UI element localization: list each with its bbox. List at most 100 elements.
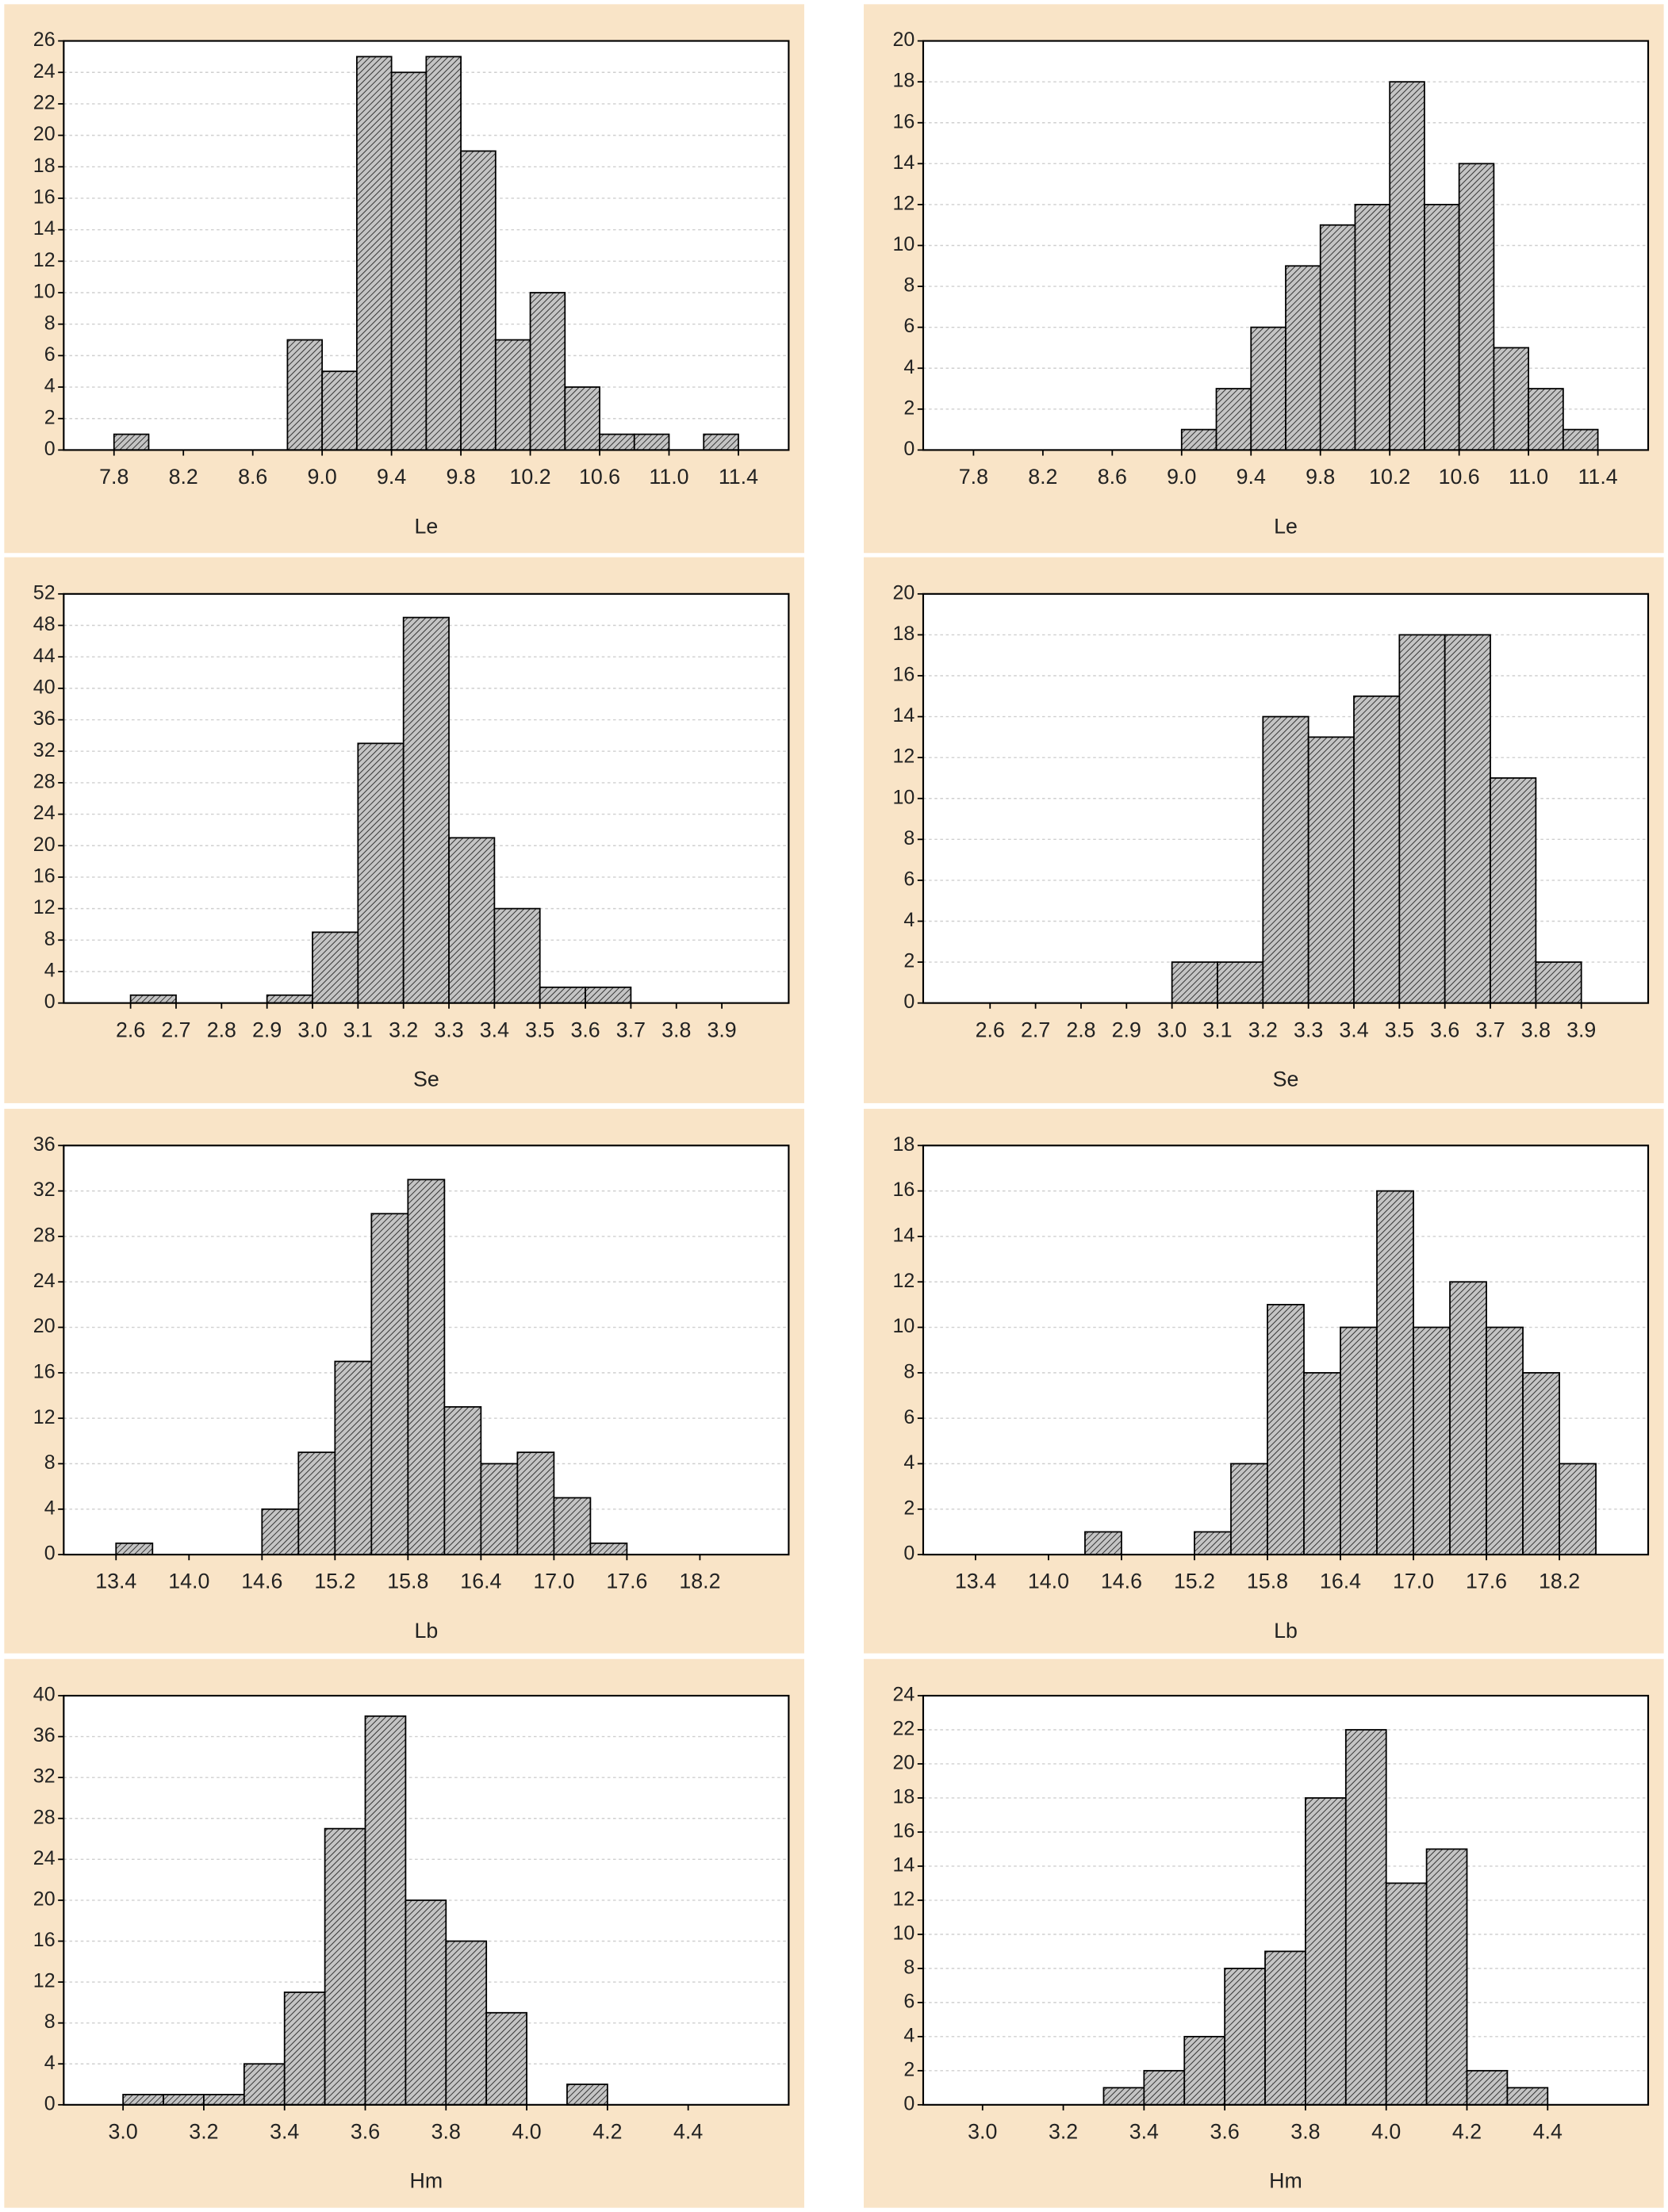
x-tick-label: 15.2 — [314, 1570, 355, 1593]
bar — [1493, 347, 1530, 451]
y-tick-label: 0 — [903, 991, 915, 1013]
x-tick-label: 14.0 — [1028, 1570, 1069, 1593]
bar — [1217, 961, 1264, 1004]
bar — [1559, 1463, 1597, 1556]
x-tick-label: 8.2 — [169, 465, 198, 489]
x-tick-label: 18.2 — [1539, 1570, 1580, 1593]
x-axis-label: Lb — [1274, 1619, 1298, 1643]
x-tick-label: 3.7 — [1475, 1018, 1505, 1041]
x-tick-label: 3.4 — [480, 1018, 509, 1041]
bar — [261, 1508, 300, 1556]
x-tick-label: 3.6 — [351, 2119, 380, 2143]
x-tick-label: 11.4 — [719, 465, 758, 489]
y-tick-label: 44 — [33, 645, 56, 667]
y-tick-label: 22 — [33, 92, 56, 114]
bar — [266, 994, 313, 1004]
x-tick-label: 4.2 — [592, 2119, 622, 2143]
bar — [122, 2094, 164, 2106]
y-tick-label: 24 — [33, 60, 56, 82]
x-tick-label: 3.4 — [270, 2119, 299, 2143]
bar — [460, 150, 497, 451]
y-tick-label: 4 — [903, 2024, 915, 2046]
plot-frame — [63, 1694, 790, 2106]
y-tick-label: 10 — [33, 281, 56, 303]
y-tick-label: 12 — [33, 896, 56, 918]
x-tick-label: 10.6 — [1439, 465, 1480, 489]
y-tick-label: 16 — [892, 110, 915, 132]
bar — [203, 2094, 245, 2106]
y-tick-label: 40 — [33, 1684, 56, 1706]
y-tick-label: 20 — [33, 834, 56, 856]
x-tick-label: 2.8 — [207, 1018, 236, 1041]
y-tick-label: 6 — [44, 343, 56, 366]
bar — [1398, 634, 1446, 1004]
bar — [1262, 715, 1309, 1004]
y-tick-label: 18 — [892, 623, 915, 645]
x-tick-label: 3.3 — [1294, 1018, 1323, 1041]
bar — [1528, 388, 1564, 451]
y-tick-label: 8 — [44, 2011, 56, 2033]
y-tick-label: 16 — [33, 186, 56, 209]
x-tick-label: 9.4 — [1237, 465, 1266, 489]
bar — [324, 1827, 366, 2106]
x-tick-label: 3.0 — [109, 2119, 138, 2143]
bar — [163, 2094, 205, 2106]
plot-frame — [922, 592, 1650, 1004]
x-tick-label: 14.6 — [1101, 1570, 1142, 1593]
bar — [1319, 224, 1356, 451]
x-tick-label: 17.0 — [533, 1570, 574, 1593]
x-tick-label: 2.6 — [116, 1018, 145, 1041]
x-tick-label: 16.4 — [1320, 1570, 1361, 1593]
x-tick-label: 13.4 — [95, 1570, 136, 1593]
y-tick-label: 14 — [892, 151, 915, 174]
y-tick-label: 10 — [892, 233, 915, 255]
y-tick-label: 20 — [892, 1752, 915, 1774]
panel: 0 2 4 6 8 10 12 14 16 18 20 7.8 8.2 8.6 9.0 9.4 9.8 10.2 1… — [863, 4, 1664, 554]
x-tick-label: 13.4 — [955, 1570, 996, 1593]
y-tick-label: 10 — [892, 786, 915, 808]
bar — [1230, 1463, 1268, 1556]
x-tick-label: 4.2 — [1452, 2119, 1482, 2143]
bar — [1490, 777, 1537, 1004]
bar — [539, 986, 586, 1004]
bar — [443, 1405, 482, 1556]
y-tick-label: 12 — [892, 1888, 915, 1911]
y-tick-label: 4 — [903, 356, 915, 378]
bar — [516, 1451, 555, 1556]
y-tick-label: 20 — [33, 1315, 56, 1337]
x-tick-label: 3.0 — [1157, 1018, 1187, 1041]
x-tick-label: 3.4 — [1339, 1018, 1368, 1041]
y-tick-label: 0 — [44, 2092, 56, 2114]
x-tick-label: 10.2 — [1369, 465, 1410, 489]
y-tick-label: 24 — [33, 1847, 56, 1869]
bar — [1102, 2087, 1145, 2106]
y-tick-label: 6 — [903, 868, 915, 891]
x-tick-label: 15.8 — [1247, 1570, 1288, 1593]
bar — [1267, 1304, 1305, 1556]
y-tick-label: 8 — [903, 1360, 915, 1382]
bar — [1285, 265, 1321, 451]
bar — [1389, 81, 1425, 451]
bar — [1183, 2035, 1226, 2106]
bar — [599, 433, 635, 451]
bar — [405, 1900, 447, 2106]
y-tick-label: 0 — [44, 438, 56, 460]
x-tick-label: 8.2 — [1028, 465, 1057, 489]
bar — [1413, 1326, 1451, 1556]
x-tick-label: 3.6 — [1430, 1018, 1459, 1041]
y-tick-label: 20 — [33, 123, 56, 145]
x-tick-label: 9.8 — [1306, 465, 1335, 489]
bar — [425, 56, 462, 451]
y-tick-label: 2 — [903, 397, 915, 419]
y-tick-label: 24 — [33, 1270, 56, 1292]
bar — [364, 1715, 407, 2106]
bar — [321, 370, 358, 451]
bar — [1171, 961, 1218, 1004]
x-tick-label: 3.8 — [661, 1018, 691, 1041]
y-tick-label: 8 — [903, 274, 915, 297]
bar — [1458, 163, 1495, 451]
y-tick-label: 0 — [903, 2092, 915, 2114]
x-axis-label: Hm — [1269, 2169, 1302, 2193]
bar — [370, 1213, 409, 1556]
y-tick-label: 8 — [903, 1957, 915, 1979]
